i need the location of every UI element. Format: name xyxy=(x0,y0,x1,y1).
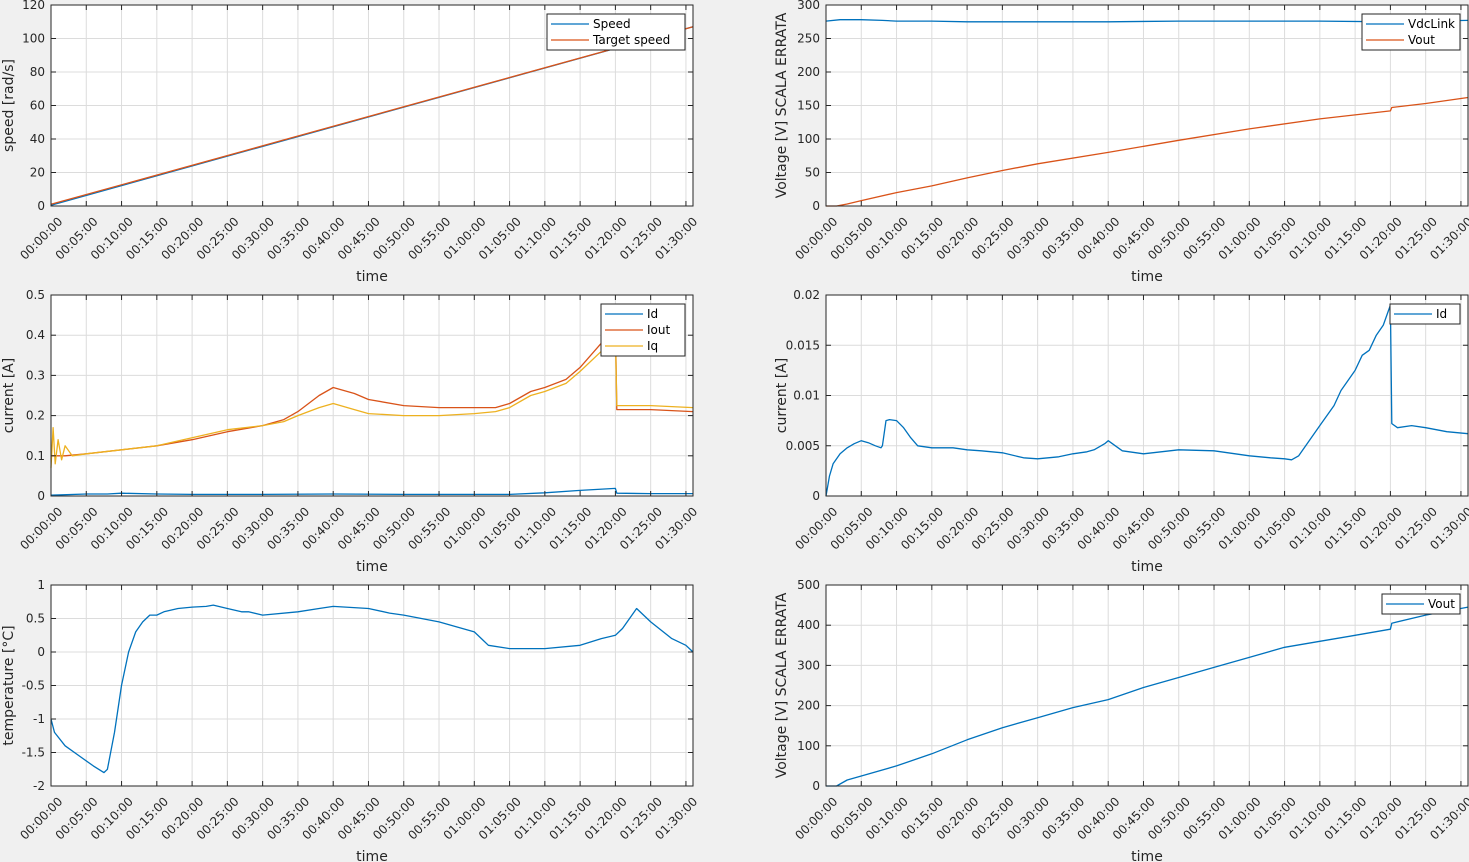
legend-box xyxy=(1361,13,1461,51)
y-tick-label: 0.4 xyxy=(26,328,45,342)
y-axis-label: speed [rad/s] xyxy=(1,59,17,152)
legend: VdcLink Vout xyxy=(1361,13,1461,51)
y-tick-label: 300 xyxy=(797,0,820,12)
legend: Id xyxy=(1389,303,1461,325)
x-axis-label: time xyxy=(1131,849,1163,862)
legend: Speed Target speed xyxy=(546,13,686,51)
series-line-id xyxy=(825,304,1469,497)
series-line-iout xyxy=(51,322,694,457)
y-tick-label: -0.5 xyxy=(22,679,45,693)
chart-speed: 00:00:0000:05:0000:10:0000:15:0000:20:00… xyxy=(1,0,700,285)
chart-current1: 00:00:0000:05:0000:10:0000:15:0000:20:00… xyxy=(1,288,700,575)
y-tick-label: 100 xyxy=(797,132,820,146)
y-axis-label: temperature [°C] xyxy=(1,625,17,745)
legend-entry: Vout xyxy=(1408,33,1435,47)
y-tick-label: 0 xyxy=(37,489,45,503)
y-tick-label: 0.005 xyxy=(786,439,820,453)
legend-entry: Id xyxy=(647,307,658,321)
y-tick-label: 200 xyxy=(797,699,820,713)
y-tick-label: 20 xyxy=(30,166,45,180)
x-axis-label: time xyxy=(356,849,388,862)
y-tick-label: 200 xyxy=(797,65,820,79)
y-tick-label: 500 xyxy=(797,578,820,592)
y-tick-label: 0 xyxy=(37,645,45,659)
series-line-vout xyxy=(826,606,1469,787)
y-tick-label: 0.2 xyxy=(26,409,45,423)
y-tick-label: 0.5 xyxy=(26,612,45,626)
y-tick-label: 120 xyxy=(22,0,45,12)
y-tick-label: 60 xyxy=(30,99,45,113)
y-tick-label: 0.02 xyxy=(793,288,820,302)
x-axis-label: time xyxy=(356,269,388,285)
chart-temperature: 00:00:0000:05:0000:10:0000:15:0000:20:00… xyxy=(1,578,700,862)
y-axis-label: Voltage [V] SCALA ERRATA xyxy=(774,592,790,778)
y-tick-label: -2 xyxy=(33,779,45,793)
legend: Id Iout Iq xyxy=(600,303,686,357)
y-tick-label: 0.5 xyxy=(26,288,45,302)
x-axis-label: time xyxy=(1131,559,1163,575)
y-tick-label: 1 xyxy=(37,578,45,592)
y-tick-label: -1.5 xyxy=(22,746,45,760)
chart-current2: 00:00:0000:05:0000:10:0000:15:0000:20:00… xyxy=(774,288,1469,575)
axes-background xyxy=(826,585,1468,786)
series-line-vout xyxy=(826,96,1469,207)
y-tick-label: -1 xyxy=(33,712,45,726)
y-tick-label: 0.1 xyxy=(26,449,45,463)
y-axis-label: current [A] xyxy=(774,358,790,433)
y-tick-label: 100 xyxy=(22,32,45,46)
y-axis-label: Voltage [V] SCALA ERRATA xyxy=(774,12,790,198)
legend-entry: Iout xyxy=(647,323,670,337)
legend-entry: Target speed xyxy=(592,33,670,47)
y-tick-label: 0 xyxy=(37,199,45,213)
y-tick-label: 0.3 xyxy=(26,368,45,382)
legend-entry: VdcLink xyxy=(1408,17,1455,31)
chart-voltage2: 00:00:0000:05:0000:10:0000:15:0000:20:00… xyxy=(774,578,1469,862)
axes-box xyxy=(50,294,694,497)
y-tick-label: 80 xyxy=(30,65,45,79)
legend-entry: Vout xyxy=(1428,597,1455,611)
legend-entry: Iq xyxy=(647,339,658,353)
y-tick-label: 300 xyxy=(797,658,820,672)
y-tick-label: 250 xyxy=(797,32,820,46)
grid xyxy=(825,4,1468,207)
x-axis-label: time xyxy=(356,559,388,575)
legend: Vout xyxy=(1381,593,1461,615)
legend-box xyxy=(546,13,686,51)
y-tick-label: 0 xyxy=(812,779,820,793)
axes-background xyxy=(51,295,693,496)
y-tick-label: 0 xyxy=(812,199,820,213)
y-tick-label: 40 xyxy=(30,132,45,146)
y-tick-label: 0.015 xyxy=(786,338,820,352)
x-axis-label: time xyxy=(1131,269,1163,285)
chart-voltage1: 00:00:0000:05:0000:10:0000:15:0000:20:00… xyxy=(774,0,1469,285)
y-tick-label: 0.01 xyxy=(793,389,820,403)
y-axis-label: current [A] xyxy=(1,358,17,433)
y-tick-label: 0 xyxy=(812,489,820,503)
series-line-4-0 xyxy=(50,604,694,774)
axes-box xyxy=(825,584,1469,787)
y-tick-label: 100 xyxy=(797,739,820,753)
series-line-target-speed xyxy=(50,26,694,205)
series-line-iq xyxy=(50,334,694,468)
legend-entry: Id xyxy=(1436,307,1447,321)
y-tick-label: 50 xyxy=(805,166,820,180)
y-tick-label: 400 xyxy=(797,618,820,632)
y-tick-label: 150 xyxy=(797,99,820,113)
legend-entry: Speed xyxy=(593,17,631,31)
